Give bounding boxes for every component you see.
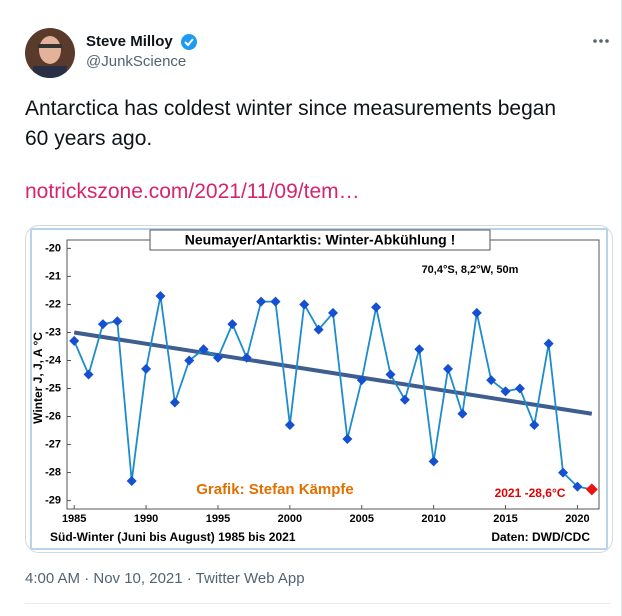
data-point (83, 369, 94, 380)
y-tick-label: -25 (45, 382, 61, 394)
data-point (471, 307, 482, 318)
y-tick-label: -22 (45, 298, 61, 310)
chart-title: Neumayer/Antarktis: Winter-Abkühlung ! (185, 232, 456, 248)
data-point (558, 467, 569, 478)
tweet-link[interactable]: notrickszone.com/2021/11/09/tem… (25, 180, 360, 203)
data-point (69, 335, 80, 346)
x-tick-label: 2020 (565, 513, 589, 525)
x-tick-label: 2005 (350, 513, 374, 525)
data-point (97, 319, 108, 330)
x-axis-label: Süd-Winter (Juni bis August) 1985 bis 20… (50, 530, 296, 544)
data-point (457, 408, 468, 419)
x-tick-label: 1985 (62, 513, 86, 525)
data-point (428, 456, 439, 467)
tweet-footer: 4:00 AM · Nov 10, 2021 · Twitter Web App (25, 570, 305, 587)
data-point (299, 299, 310, 310)
x-tick-label: 2000 (278, 513, 302, 525)
x-tick-label: 1990 (134, 513, 158, 525)
title-box (149, 229, 491, 251)
data-point (212, 352, 223, 363)
data-point (371, 302, 382, 313)
data-point (572, 481, 583, 492)
x-tick-label: 1995 (206, 513, 230, 525)
data-point (414, 344, 425, 355)
author-name[interactable]: Steve Milloy (86, 33, 173, 50)
data-point (184, 355, 195, 366)
highlight-note: 2021 -28,6°C (495, 486, 566, 500)
data-point (328, 307, 338, 318)
data-point (585, 483, 598, 496)
data-point (500, 386, 511, 397)
location-note: 70,4°S, 8,2°W, 50m (422, 264, 519, 276)
x-tick-label: 2010 (421, 513, 445, 525)
data-point (270, 296, 281, 307)
data-point (284, 419, 295, 430)
y-tick-label: -20 (45, 242, 61, 254)
data-point (529, 419, 540, 430)
divider (25, 603, 611, 604)
data-point (155, 291, 166, 302)
data-point (342, 433, 353, 444)
y-tick-label: -24 (45, 354, 62, 366)
data-point (443, 363, 454, 374)
more-menu[interactable] (592, 38, 610, 44)
y-tick-label: -21 (45, 270, 61, 282)
data-point (385, 369, 396, 380)
data-point (198, 344, 209, 355)
trend-line (73, 330, 593, 416)
data-point (313, 324, 324, 335)
data-point (399, 394, 410, 405)
data-point (543, 338, 554, 349)
y-tick-label: -28 (45, 466, 61, 478)
y-tick-label: -29 (45, 495, 61, 507)
y-tick-label: -26 (45, 410, 61, 422)
data-point (486, 375, 497, 386)
data-point (356, 375, 367, 386)
data-point (241, 352, 252, 363)
credit-note: Grafik: Stefan Kämpfe (196, 481, 354, 498)
x-tick-label: 2015 (493, 513, 517, 525)
y-tick-label: -23 (45, 326, 61, 338)
data-point (256, 296, 267, 307)
data-point (126, 475, 137, 486)
y-axis-label: Winter J, J, A °C (31, 332, 45, 424)
data-point (112, 316, 123, 327)
data-point (169, 397, 180, 408)
media-card[interactable]: -20 -21 -22 -23 -24 -25 -26 -27 -28 -29 1985 1990 19… (25, 225, 613, 553)
author-handle[interactable]: @JunkScience (86, 53, 187, 70)
y-tick-label: -27 (45, 438, 61, 450)
data-point (514, 383, 525, 394)
data-point (141, 363, 152, 374)
tweet-text: Antarctica has coldest winter since meas… (25, 97, 557, 150)
data-point (227, 319, 238, 330)
verified-badge (181, 34, 197, 50)
avatar[interactable] (25, 28, 75, 78)
source-note: Daten: DWD/CDC (491, 530, 590, 544)
